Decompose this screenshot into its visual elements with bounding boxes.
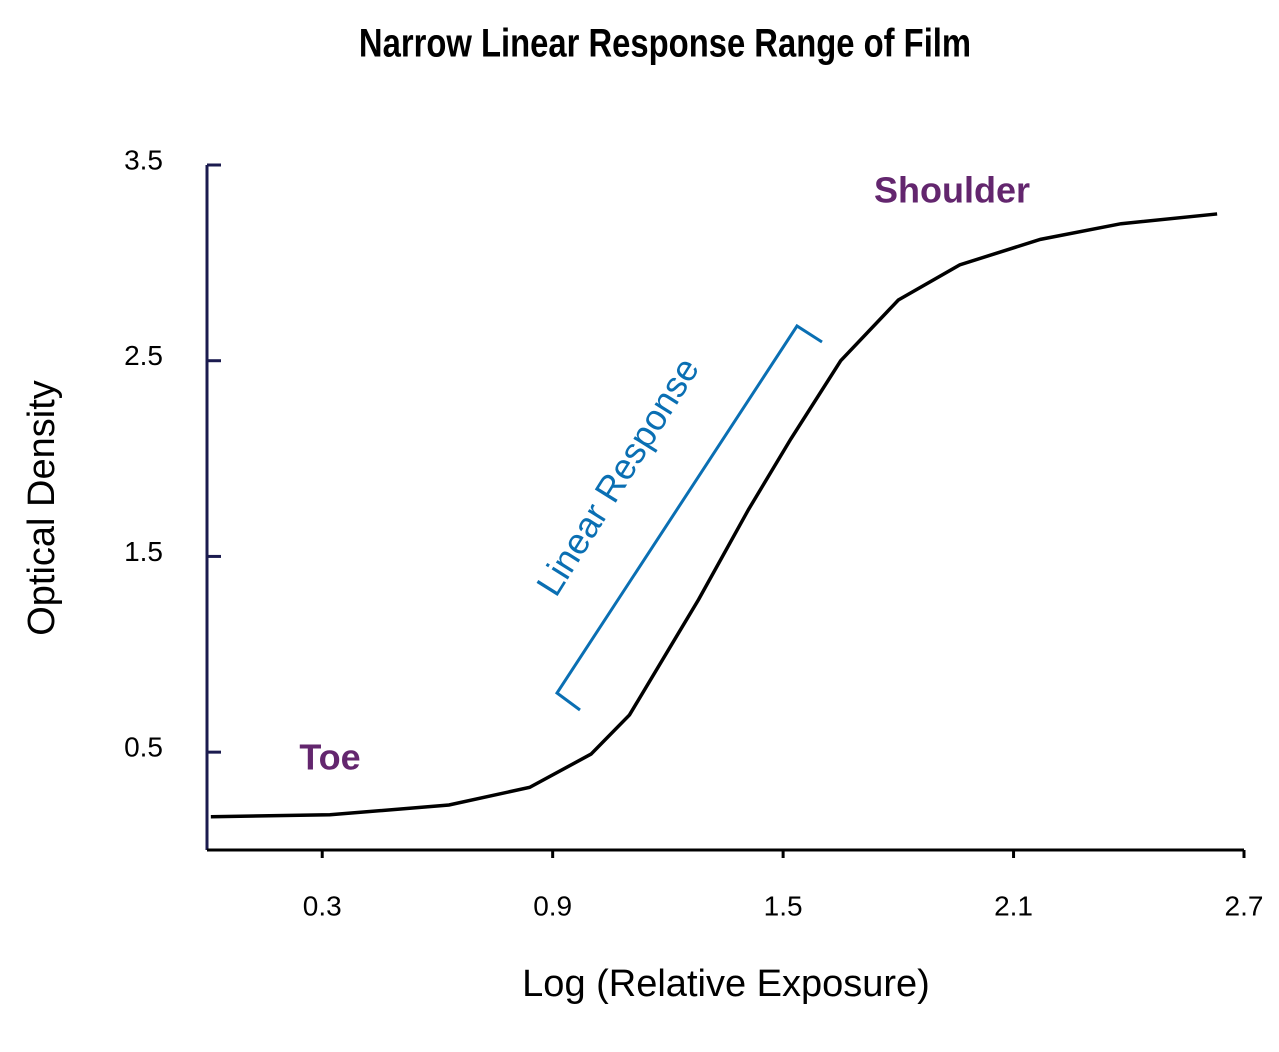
line xyxy=(210,212,1218,819)
x-tick-label: 0.3 xyxy=(303,890,342,921)
y-axis-label: Optical Density xyxy=(21,380,63,636)
y-tick-label: 1.5 xyxy=(124,536,163,567)
annotation: Shoulder xyxy=(874,170,1030,211)
x-tick-label: 0.9 xyxy=(533,890,572,921)
chart-title: Narrow Linear Response Range of Film xyxy=(359,20,971,65)
x-tick-label: 1.5 xyxy=(764,890,803,921)
y-tick-label: 2.5 xyxy=(124,340,163,371)
x-tick-label: 2.1 xyxy=(994,890,1033,921)
x-tick-label: 2.7 xyxy=(1225,890,1264,921)
x-axis-label: Log (Relative Exposure) xyxy=(522,963,930,1005)
annotation: Toe xyxy=(299,737,360,778)
y-tick-label: 3.5 xyxy=(124,144,163,175)
y-tick-label: 0.5 xyxy=(124,732,163,763)
bracket xyxy=(554,323,823,712)
annotation: Linear Response xyxy=(528,350,707,603)
